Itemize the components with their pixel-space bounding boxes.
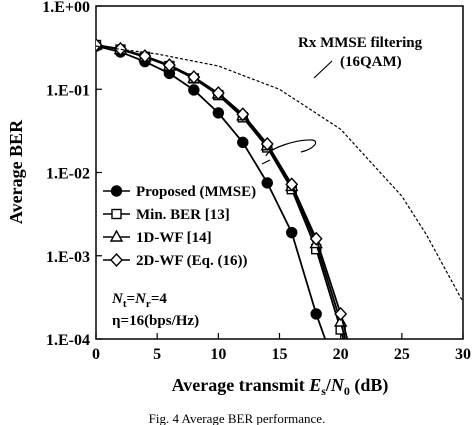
series-3-point — [162, 58, 176, 73]
group-ellipse-leader — [261, 159, 271, 165]
params-line1: Nt=Nr=4 — [111, 291, 167, 310]
series-3-point — [187, 70, 201, 85]
x-tick-label: 25 — [394, 346, 410, 363]
series-line-3 — [96, 44, 349, 339]
legend-marker — [109, 229, 124, 242]
legend-marker — [110, 185, 123, 197]
y-axis-ticks: 1.E+00 1.E-01 1.E-02 1.E-03 1.E-04 — [42, 0, 102, 349]
y-tick-label: 1.E-04 — [46, 332, 90, 349]
series-0-point — [237, 136, 249, 149]
figure-caption: Fig. 4 Average BER performance. — [149, 411, 326, 425]
y-tick-label: 1.E+00 — [42, 0, 90, 16]
series-layer — [96, 37, 463, 339]
legend-marker — [110, 252, 123, 268]
series-0-point — [212, 107, 225, 119]
rx-label-line2: (16QAM) — [340, 54, 402, 70]
x-tick-label: 15 — [272, 346, 288, 363]
series-3-point — [285, 177, 299, 192]
series-3-point — [211, 86, 225, 101]
x-axis-ticks: 0 5 10 15 20 25 30 — [92, 333, 471, 363]
rx-label-line1: Rx MMSE filtering — [298, 35, 423, 51]
y-axis-title: Average BER — [6, 119, 26, 224]
legend-label: 1D-WF [14] — [136, 230, 212, 246]
x-tick-label: 30 — [455, 346, 471, 363]
series-3-point — [96, 37, 103, 53]
y-tick-label: 1.E-01 — [46, 82, 90, 99]
x-axis-title: Average transmit Es/N0 (dB) — [172, 375, 389, 398]
series-0-point — [286, 226, 298, 239]
rx-label-leader — [313, 60, 333, 79]
y-tick-label: 1.E-02 — [46, 166, 90, 183]
legend: Proposed (MMSE) Min. BER [13] 1D-WF [14] 2D… — [103, 184, 256, 269]
series-3-point — [260, 136, 274, 152]
series-3-point — [309, 231, 323, 246]
series-3-point — [236, 107, 250, 122]
x-tick-label: 20 — [333, 346, 349, 363]
series-3-point — [114, 41, 127, 56]
x-tick-label: 0 — [92, 346, 100, 363]
legend-label: Min. BER [13] — [136, 207, 230, 223]
params-line2: η=16(bps/Hz) — [112, 313, 199, 329]
series-3-point — [334, 306, 348, 321]
x-tick-label: 5 — [153, 346, 161, 363]
group-ellipse-marker — [265, 139, 317, 157]
x-tick-label: 10 — [210, 346, 226, 363]
series-line-4 — [96, 45, 463, 303]
y-tick-label: 1.E-03 — [46, 249, 90, 266]
legend-label: 2D-WF (Eq. (16)) — [136, 253, 248, 269]
legend-marker — [111, 208, 122, 220]
legend-label: Proposed (MMSE) — [136, 184, 256, 200]
series-0-point — [310, 308, 322, 320]
series-0-point — [261, 177, 273, 189]
series-0-point — [188, 84, 200, 96]
